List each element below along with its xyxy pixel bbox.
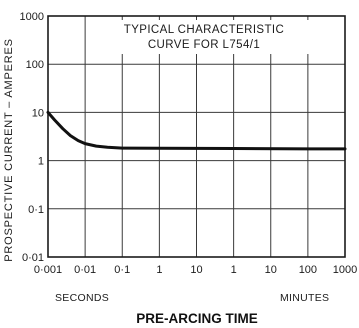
x-tick-label: 10 <box>265 264 277 276</box>
y-axis-label: PROSPECTIVE CURRENT – AMPERES <box>3 38 15 262</box>
y-tick-label: 0·01 <box>22 252 44 264</box>
x-tick-label: 0·01 <box>74 264 96 276</box>
x-tick-label: 10 <box>190 264 202 276</box>
x-unit-seconds-label: SECONDS <box>55 292 109 304</box>
y-tick-label: 10 <box>32 107 44 119</box>
grid <box>48 16 345 257</box>
y-tick-label: 1000 <box>20 11 44 23</box>
title-box: TYPICAL CHARACTERISTIC CURVE FOR L754/1 <box>88 20 328 54</box>
x-axis-label: PRE-ARCING TIME <box>136 311 258 326</box>
y-tick-label: 0·1 <box>28 204 44 216</box>
y-tick-label: 100 <box>26 59 44 71</box>
y-tick-labels: 1000 100 10 1 0·1 0·01 <box>20 11 44 264</box>
x-unit-minutes-label: MINUTES <box>280 292 329 304</box>
x-tick-labels: 0·001 0·01 0·1 1 10 1 10 100 1000 <box>34 264 357 276</box>
x-tick-label: 100 <box>299 264 317 276</box>
x-tick-label: 1 <box>156 264 162 276</box>
series-layer <box>46 110 347 151</box>
chart-title: TYPICAL CHARACTERISTIC <box>124 24 284 36</box>
characteristic-curve <box>46 110 347 151</box>
chart-subtitle: CURVE FOR L754/1 <box>148 39 260 51</box>
y-tick-label: 1 <box>38 156 44 168</box>
x-tick-label: 0·001 <box>34 264 62 276</box>
x-tick-label: 0·1 <box>114 264 130 276</box>
plot-frame <box>47 15 346 258</box>
x-tick-label: 1000 <box>333 264 357 276</box>
x-tick-label: 1 <box>231 264 237 276</box>
title-box-background <box>88 20 328 54</box>
